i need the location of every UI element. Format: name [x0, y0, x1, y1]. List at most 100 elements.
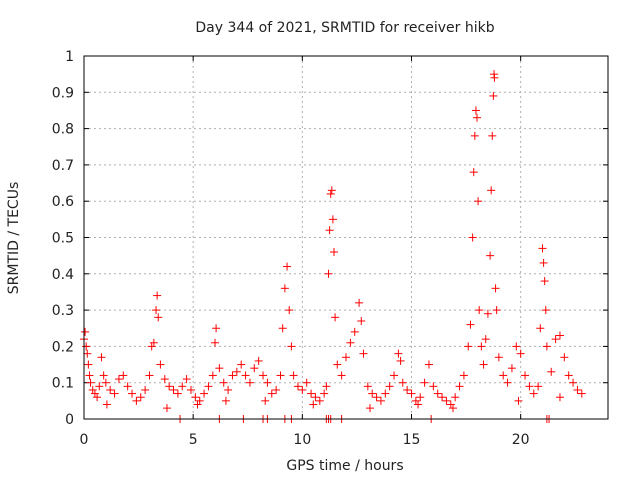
data-point: [250, 364, 259, 373]
y-tick-label: 0.8: [52, 122, 74, 138]
y-tick-label: 0.1: [52, 376, 74, 392]
data-point: [411, 396, 420, 405]
data-point: [302, 378, 311, 387]
data-point: [372, 393, 381, 402]
data-point: [469, 168, 478, 177]
data-point: [149, 338, 158, 347]
data-point: [245, 378, 254, 387]
data-point: [525, 382, 534, 391]
data-point: [521, 371, 530, 380]
data-point: [90, 389, 99, 398]
data-point: [503, 378, 512, 387]
data-point: [481, 335, 490, 344]
data-point: [470, 131, 479, 140]
data-point: [477, 342, 486, 351]
x-tick-label: 20: [512, 432, 530, 448]
data-point: [433, 389, 442, 398]
data-point: [538, 244, 547, 253]
data-point: [327, 186, 336, 195]
data-point: [97, 353, 106, 362]
data-point: [516, 349, 525, 358]
data-point: [132, 396, 141, 405]
data-point: [455, 382, 464, 391]
data-point: [551, 335, 560, 344]
data-point: [95, 382, 104, 391]
data-point: [204, 382, 213, 391]
data-point: [200, 389, 209, 398]
y-tick-label: 0.7: [52, 158, 74, 174]
data-point: [414, 400, 423, 409]
data-point: [128, 389, 137, 398]
x-axis-label: GPS time / hours: [286, 458, 403, 474]
data-point: [162, 404, 171, 413]
grid-lines: [84, 56, 608, 419]
data-point: [254, 356, 263, 365]
data-point: [307, 389, 316, 398]
data-point: [141, 385, 150, 394]
data-point: [407, 389, 416, 398]
data-point: [555, 393, 564, 402]
data-point: [232, 367, 241, 376]
data-point: [390, 371, 399, 380]
data-point: [85, 371, 94, 380]
data-point: [573, 385, 582, 394]
data-point: [394, 349, 403, 358]
data-point: [491, 284, 500, 293]
data-point: [542, 342, 551, 351]
data-point: [136, 393, 145, 402]
data-point: [483, 309, 492, 318]
data-point: [376, 396, 385, 405]
data-point: [464, 342, 473, 351]
x-tick-label: 5: [189, 432, 198, 448]
data-point: [211, 338, 219, 347]
data-point: [278, 324, 287, 333]
data-point: [381, 389, 390, 398]
data-point: [490, 73, 499, 82]
data-point: [385, 382, 394, 391]
data-point: [499, 371, 508, 380]
data-point: [446, 400, 455, 409]
data-point: [119, 371, 128, 380]
data-point: [560, 353, 569, 362]
data-point: [195, 396, 204, 405]
data-point: [569, 378, 578, 387]
data-point: [486, 251, 495, 260]
data-point: [492, 306, 501, 315]
data-point: [396, 356, 405, 365]
data-point: [536, 324, 545, 333]
data-point: [541, 306, 550, 315]
data-point: [474, 197, 483, 206]
data-point: [473, 113, 481, 122]
x-tick-label: 0: [80, 432, 89, 448]
data-point: [267, 389, 276, 398]
data-point: [101, 378, 110, 387]
data-point: [272, 385, 281, 394]
y-tick-label: 0.4: [52, 267, 74, 283]
data-point: [514, 396, 523, 405]
data-point: [212, 324, 221, 333]
data-point: [564, 371, 573, 380]
data-point: [329, 248, 338, 257]
data-point: [326, 189, 335, 198]
data-points: [80, 70, 586, 423]
x-tick-label: 15: [403, 432, 421, 448]
y-axis-label: SRMTID / TECUs: [6, 182, 22, 295]
data-point: [208, 371, 217, 380]
data-point: [471, 106, 480, 115]
data-point: [398, 378, 407, 387]
data-point: [350, 327, 359, 336]
data-point: [147, 342, 156, 351]
data-point: [221, 396, 230, 405]
data-point: [451, 393, 460, 402]
data-point: [328, 215, 337, 224]
data-point: [93, 393, 102, 402]
data-point: [169, 385, 178, 394]
y-tick-label: 0.6: [52, 194, 74, 210]
data-point: [507, 364, 516, 373]
data-point: [320, 389, 329, 398]
data-point: [325, 226, 334, 235]
data-point: [577, 389, 586, 398]
data-point: [494, 353, 503, 362]
data-point: [241, 371, 250, 380]
data-point: [346, 338, 355, 347]
